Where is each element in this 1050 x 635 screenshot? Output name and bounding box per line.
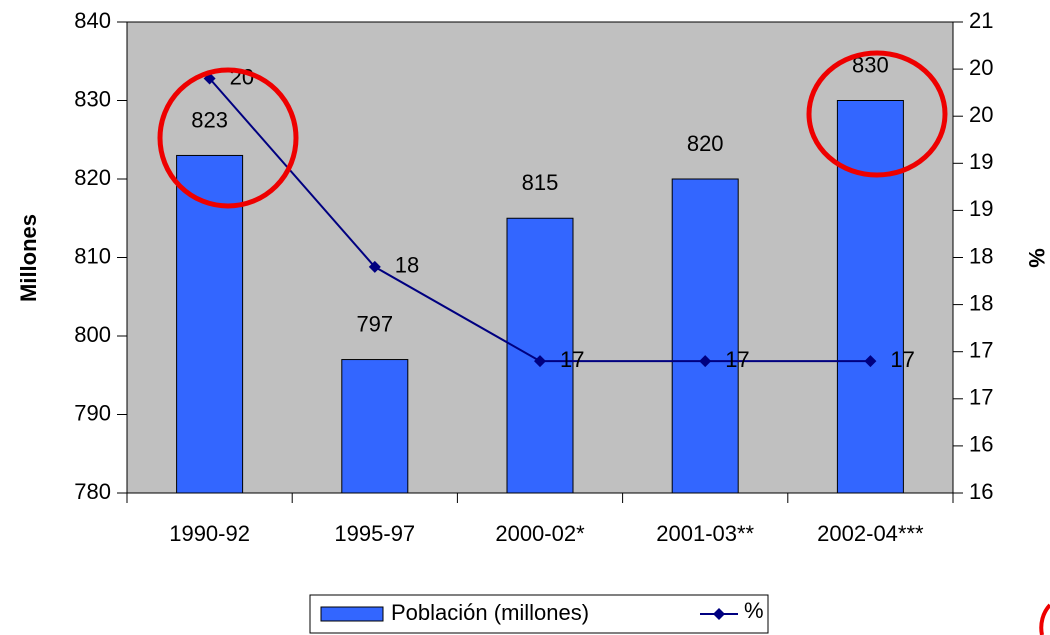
x-tick-label: 2002-04*** [817,521,924,546]
x-tick-label: 1990-92 [169,521,250,546]
annotations [157,50,1050,635]
bar-value-label: 820 [687,131,724,156]
line-marker [534,355,546,368]
x-tick-label: 1995-97 [334,521,415,546]
line-value-label: 17 [725,347,749,372]
y-tick-label: 800 [74,322,111,347]
y2-tick-label: 16 [969,432,993,457]
highlight-circle [157,67,299,209]
y-tick-label: 790 [74,400,111,425]
line-marker [699,355,712,368]
y-tick-label: 780 [74,479,111,504]
bar-value-label: 797 [356,311,393,336]
y2-tick-label: 20 [969,55,993,80]
legend-marker [713,608,725,620]
line-value-label: 17 [890,347,914,372]
y2-tick-label: 18 [969,243,993,268]
x-tick-label: 2001-03** [656,521,754,546]
y2-tick-label: 20 [969,102,993,127]
bar [176,154,244,494]
line-marker [864,355,877,368]
plot-border [126,21,954,494]
legend-swatch [320,606,384,622]
y2-tick-label: 19 [969,149,993,174]
bar-value-label: 823 [191,107,228,132]
y-tick-label: 820 [74,165,111,190]
line-value-label: 17 [560,347,584,372]
highlight-circle [1039,603,1050,635]
y-tick-label: 830 [74,86,111,111]
bar [836,100,904,494]
y-tick-label: 810 [74,243,111,268]
y2-tick-label: 17 [969,338,993,363]
line-marker [368,260,381,273]
x-tick-label: 2000-02* [495,521,585,546]
y-tick-label: 840 [74,8,111,33]
legend-label: Población (millones) [391,600,589,625]
legend-label: % [744,598,764,623]
legend-box [309,594,769,634]
bar [341,359,409,494]
y2-tick-label: 19 [969,196,993,221]
y2-tick-label: 17 [969,385,993,410]
bar-value-label: 815 [522,170,559,195]
highlight-circle [806,50,948,178]
y2-axis-label: % [1024,248,1049,268]
y2-tick-label: 18 [969,290,993,315]
y-axis-label: Millones [16,214,41,302]
line-value-label: 18 [395,253,419,278]
y2-tick-label: 21 [969,8,993,33]
y2-tick-label: 16 [969,479,993,504]
bar [671,178,739,494]
